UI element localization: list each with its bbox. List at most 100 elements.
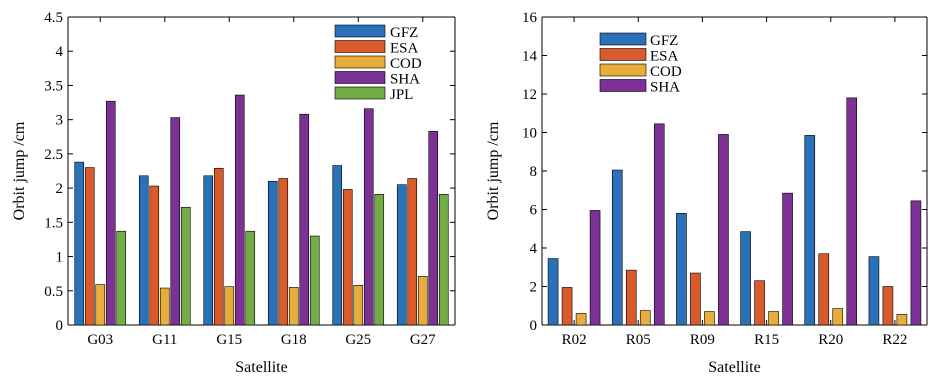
bar-jpl-g03	[116, 230, 127, 326]
bar-sha-r20	[846, 97, 858, 326]
x-axis-title: Satellite	[708, 359, 760, 376]
y-axis-title: Orbit jump /cm	[485, 121, 502, 220]
bar-jpl-g11	[180, 206, 191, 326]
chart-panel-1: 0 0.5 1 1.5 2 2.5 3 3.5 4 4.5 G03 G11 G15 G18 G25 G27 Sa…	[11, 10, 456, 376]
bar-sha-g25	[363, 108, 374, 326]
x-tick-label: G03	[87, 332, 113, 348]
legend-swatch-sha	[334, 71, 386, 84]
legend-label-cod: COD	[650, 64, 682, 80]
bar-jpl-g15	[245, 230, 256, 326]
bar-gfz-g15	[203, 175, 214, 326]
x-tick-label: G18	[281, 332, 307, 348]
legend-label-gfz: GFZ	[650, 33, 678, 49]
bar-jpl-g25	[374, 193, 385, 326]
bar-cod-r02	[575, 313, 587, 326]
bar-gfz-g11	[138, 175, 149, 326]
bar-cod-r05	[639, 310, 651, 326]
bar-esa-r09	[690, 272, 701, 326]
y-tick-label: 0	[530, 318, 538, 334]
bar-gfz-r02	[547, 258, 559, 326]
bar-sha-r09	[718, 134, 729, 326]
y-tick-label: 0.5	[44, 284, 63, 300]
y-tick-label: 10	[522, 126, 537, 142]
x-tick-label: R22	[882, 332, 907, 348]
y-tick-label: 4	[56, 44, 64, 60]
bar-cod-g25	[353, 285, 364, 326]
bar-esa-r15	[754, 280, 765, 326]
bar-sha-r02	[589, 210, 601, 326]
bar-esa-g25	[342, 189, 353, 326]
bar-cod-g15	[224, 286, 235, 326]
legend-swatch-esa	[599, 48, 647, 61]
bar-cod-r22	[896, 314, 908, 326]
bar-cod-g03	[95, 284, 106, 326]
bar-esa-r02	[561, 287, 573, 326]
bar-gfz-r09	[676, 213, 687, 326]
x-tick-label: G27	[410, 332, 436, 348]
bar-esa-g11	[149, 185, 160, 326]
legend-label-sha: SHA	[650, 80, 680, 96]
bar-esa-r22	[882, 286, 894, 326]
x-tick-label: R09	[690, 332, 715, 348]
bar-sha-g27	[428, 131, 439, 326]
y-tick-label: 1.5	[44, 215, 63, 231]
bar-gfz-g18	[267, 180, 278, 326]
x-axis-title: Satellite	[235, 359, 287, 376]
x-tick-label: G15	[216, 332, 242, 348]
bar-esa-g27	[407, 178, 418, 326]
legend-label-gfz: GFZ	[390, 25, 418, 41]
legend-swatch-gfz	[599, 32, 647, 46]
legend-swatch-jpl	[334, 86, 386, 100]
bar-sha-g11	[170, 117, 181, 326]
x-tick-label: G11	[152, 332, 177, 348]
y-tick-label: 14	[522, 49, 538, 65]
legend-label-esa: ESA	[390, 41, 419, 57]
bar-sha-g03	[105, 100, 116, 326]
bar-gfz-g25	[332, 165, 343, 326]
x-tick-label: R15	[754, 332, 779, 348]
chart-panel-2: 0 2 4 6 8 10 12 14 16 R02 R05 R09 R15 R20 R22 Satellite…	[485, 10, 928, 376]
y-tick-label: 4	[530, 241, 538, 257]
legend-swatch-esa	[334, 40, 386, 53]
y-tick-label: 12	[522, 87, 537, 103]
bar-esa-g03	[84, 167, 95, 326]
legend-label-esa: ESA	[650, 49, 679, 65]
bar-esa-g18	[278, 178, 289, 326]
legend-swatch-cod	[334, 55, 386, 69]
bar-jpl-g27	[438, 193, 449, 326]
x-tick-label: G25	[345, 332, 371, 348]
y-axis-title: Orbit jump /cm	[11, 121, 28, 220]
y-tick-label: 3	[56, 113, 64, 129]
legend-label-sha: SHA	[390, 72, 420, 88]
y-tick-label: 0	[56, 318, 64, 334]
bar-sha-r05	[653, 123, 665, 326]
bar-esa-r20	[818, 253, 830, 326]
y-tick-label: 16	[522, 10, 538, 26]
bar-gfz-r20	[804, 135, 816, 326]
bar-cod-r20	[832, 308, 844, 326]
legend-swatch-sha	[599, 79, 647, 92]
y-tick-label: 8	[530, 164, 538, 180]
x-tick-label: R20	[818, 332, 843, 348]
y-tick-label: 2.5	[44, 147, 63, 163]
y-tick-label: 3.5	[44, 78, 63, 94]
bar-gfz-r05	[611, 169, 623, 326]
y-tick-label: 1	[56, 250, 64, 266]
bar-cod-r09	[704, 311, 715, 326]
bar-sha-g15	[234, 94, 245, 326]
bar-cod-r15	[768, 311, 779, 326]
y-tick-label: 2	[56, 181, 64, 197]
bar-gfz-g27	[396, 184, 407, 326]
bar-cod-g18	[288, 287, 299, 326]
y-tick-label: 2	[530, 280, 538, 296]
y-tick-label: 6	[530, 203, 538, 219]
bar-cod-g27	[417, 276, 428, 326]
bar-gfz-r22	[868, 256, 880, 326]
y-tick-label: 4.5	[44, 10, 63, 26]
bar-cod-g11	[159, 287, 170, 326]
x-tick-label: R05	[626, 332, 651, 348]
